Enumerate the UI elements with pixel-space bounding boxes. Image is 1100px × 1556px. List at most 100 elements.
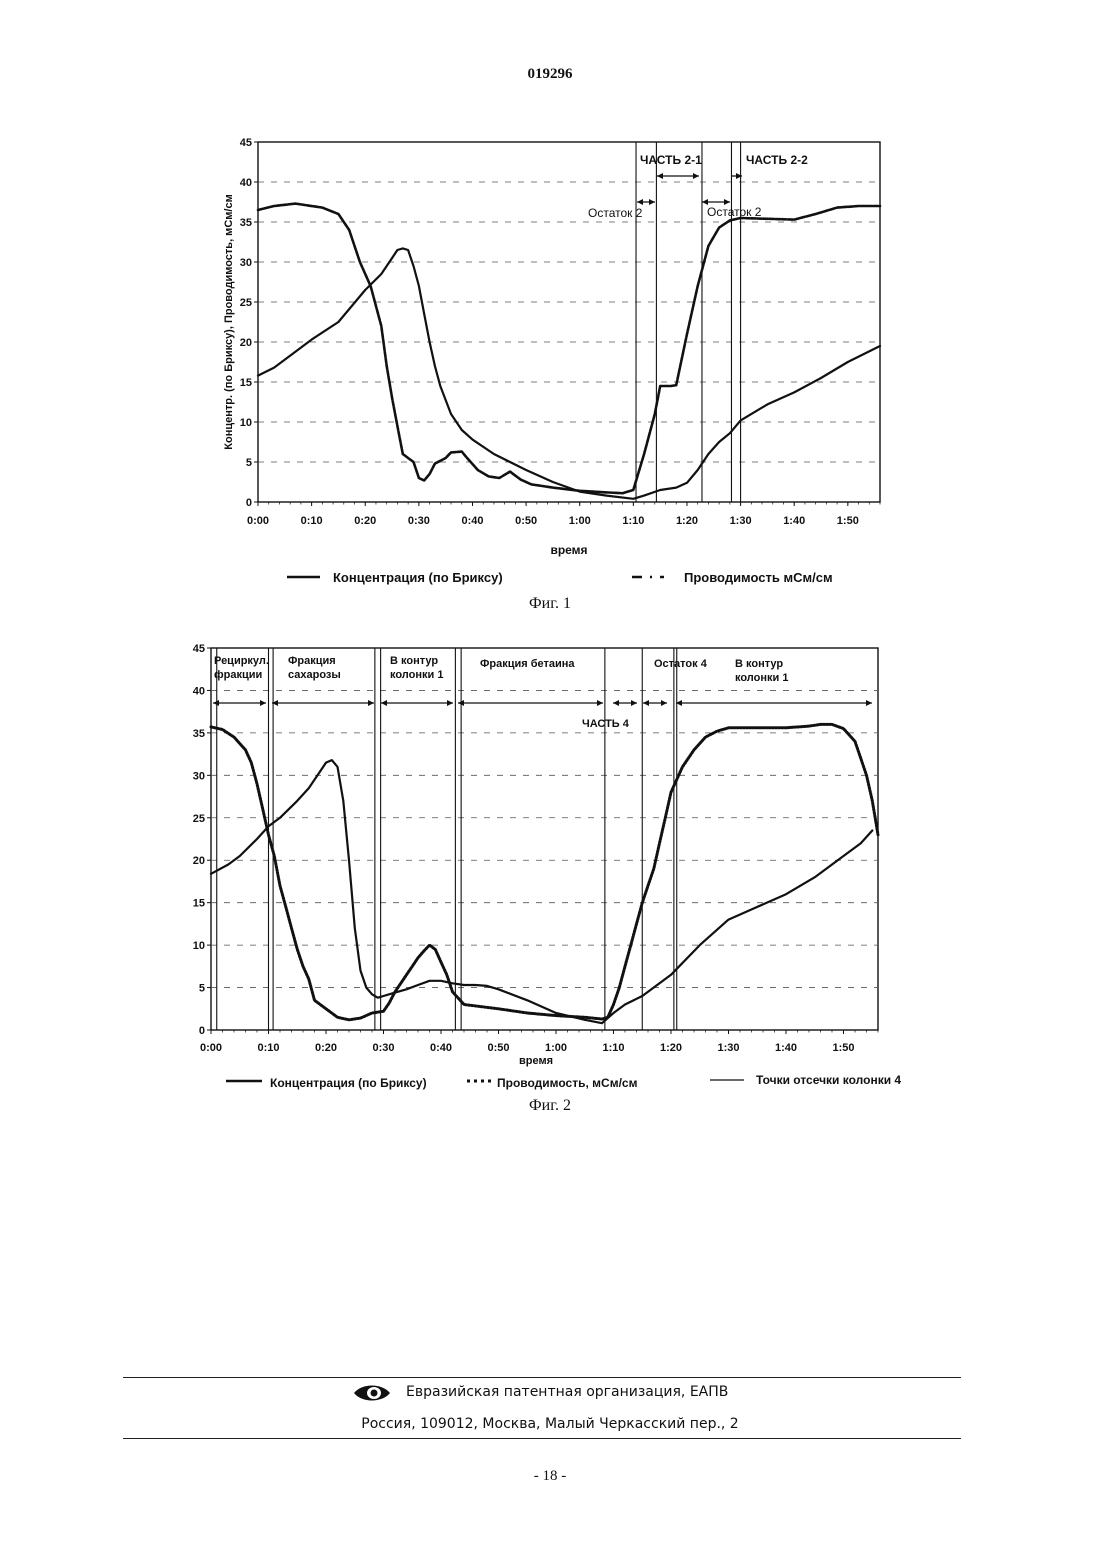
series-1-point — [729, 433, 730, 434]
annotation-part-4: ЧАСТЬ 4 — [582, 718, 630, 730]
series-2-point — [467, 457, 468, 458]
annotation-remainder-2-left: Остаток 2 — [588, 206, 643, 220]
series-1-point — [325, 762, 326, 763]
series-2-point — [408, 457, 409, 458]
y-tick-label: 40 — [193, 685, 205, 697]
series-1-point — [424, 313, 425, 314]
series-2-point — [552, 487, 553, 488]
eapo-logo-icon — [352, 1380, 392, 1406]
x-tick-label: 1:00 — [569, 515, 591, 527]
series-1-point — [584, 1019, 585, 1020]
series-2-point — [659, 843, 660, 844]
region-label-1: фракции — [214, 669, 262, 681]
y-tick-label: 35 — [193, 728, 205, 740]
series-2-point — [794, 219, 795, 220]
series-2-point — [412, 966, 413, 967]
series-1-point — [606, 495, 607, 496]
series-2-point — [686, 333, 687, 334]
series-2-point — [843, 728, 844, 729]
series-2-point — [860, 758, 861, 759]
series-2-point — [520, 479, 521, 480]
series-1-point — [343, 800, 344, 801]
y-tick-label: 0 — [246, 497, 252, 509]
series-2-point — [370, 285, 371, 286]
series-2-point — [757, 727, 758, 728]
series-line-1 — [258, 248, 880, 498]
series-2-point — [498, 1008, 499, 1009]
series-1-point — [820, 377, 821, 378]
x-tick-label: 1:10 — [622, 515, 644, 527]
series-2-point — [463, 1004, 464, 1005]
series-2-point — [251, 762, 252, 763]
region-label-6: В контур — [735, 658, 783, 670]
y-tick-label: 25 — [240, 297, 252, 309]
series-1-point — [699, 945, 700, 946]
y-tick-label: 45 — [193, 643, 205, 655]
x-axis-title: время — [550, 543, 587, 557]
series-2-point — [423, 951, 424, 952]
series-1-point — [860, 843, 861, 844]
series-2-point — [245, 749, 246, 750]
series-2-point — [386, 365, 387, 366]
arrow-remainder-2-right-tail — [702, 199, 708, 205]
series-2-point — [274, 205, 275, 206]
series-1-point — [210, 873, 211, 874]
series-1-point — [413, 265, 414, 266]
y-tick-label: 30 — [240, 257, 252, 269]
plot-frame — [258, 142, 880, 502]
series-1-point — [365, 289, 366, 290]
region-label-2: Фракция — [288, 655, 336, 667]
series-1-point — [498, 989, 499, 990]
series-2-point — [820, 724, 821, 725]
series-1-point — [843, 855, 844, 856]
series-2-point — [400, 983, 401, 984]
series-2-point — [285, 906, 286, 907]
y-tick-label: 40 — [240, 177, 252, 189]
series-1-point — [555, 1012, 556, 1013]
x-tick-label: 1:30 — [730, 515, 752, 527]
series-1-point — [686, 482, 687, 483]
series-2-point — [499, 477, 500, 478]
y-tick-label: 10 — [240, 417, 252, 429]
region-label-5: Остаток 4 — [654, 658, 708, 670]
series-1-point — [452, 983, 453, 984]
series-2-point — [584, 1017, 585, 1018]
series-1-point — [377, 997, 378, 998]
series-2-point — [654, 413, 655, 414]
series-2-point — [314, 1000, 315, 1001]
series-2-point — [381, 325, 382, 326]
series-2-point — [222, 729, 223, 730]
series-1-point — [297, 800, 298, 801]
figure-2-caption: Фиг. 2 — [0, 1097, 1100, 1115]
region-arrow-7-head — [866, 700, 872, 706]
series-1-point — [697, 469, 698, 470]
region-label-3: колонки 1 — [390, 669, 443, 681]
series-1-point — [719, 441, 720, 442]
series-2-point — [555, 1015, 556, 1016]
series-2-point — [338, 213, 339, 214]
series-1-point — [633, 498, 634, 499]
series-1-point — [366, 987, 367, 988]
y-tick-label: 25 — [193, 813, 205, 825]
region-arrow-6-tail — [643, 700, 649, 706]
series-2-point — [619, 987, 620, 988]
series-1-point — [440, 980, 441, 981]
series-1-point — [767, 404, 768, 405]
series-1-point — [728, 919, 729, 920]
series-1-point — [461, 429, 462, 430]
series-2-point — [647, 885, 648, 886]
series-1-point — [552, 481, 553, 482]
y-tick-label: 0 — [199, 1025, 205, 1037]
footer-address: Россия, 109012, Москва, Малый Черкасский… — [0, 1416, 1100, 1432]
series-1-point — [408, 249, 409, 250]
arrow-remainder-2-left-head — [649, 199, 655, 205]
y-tick-label: 35 — [240, 217, 252, 229]
y-tick-label: 5 — [246, 457, 252, 469]
x-tick-label: 0:50 — [487, 1042, 509, 1054]
x-tick-label: 1:50 — [832, 1042, 854, 1054]
annotation-part-2-2: ЧАСТЬ 2-2 — [746, 153, 808, 167]
series-2-point — [622, 493, 623, 494]
series-1-point — [475, 984, 476, 985]
x-tick-label: 0:20 — [354, 515, 376, 527]
region-arrow-3-head — [447, 700, 453, 706]
